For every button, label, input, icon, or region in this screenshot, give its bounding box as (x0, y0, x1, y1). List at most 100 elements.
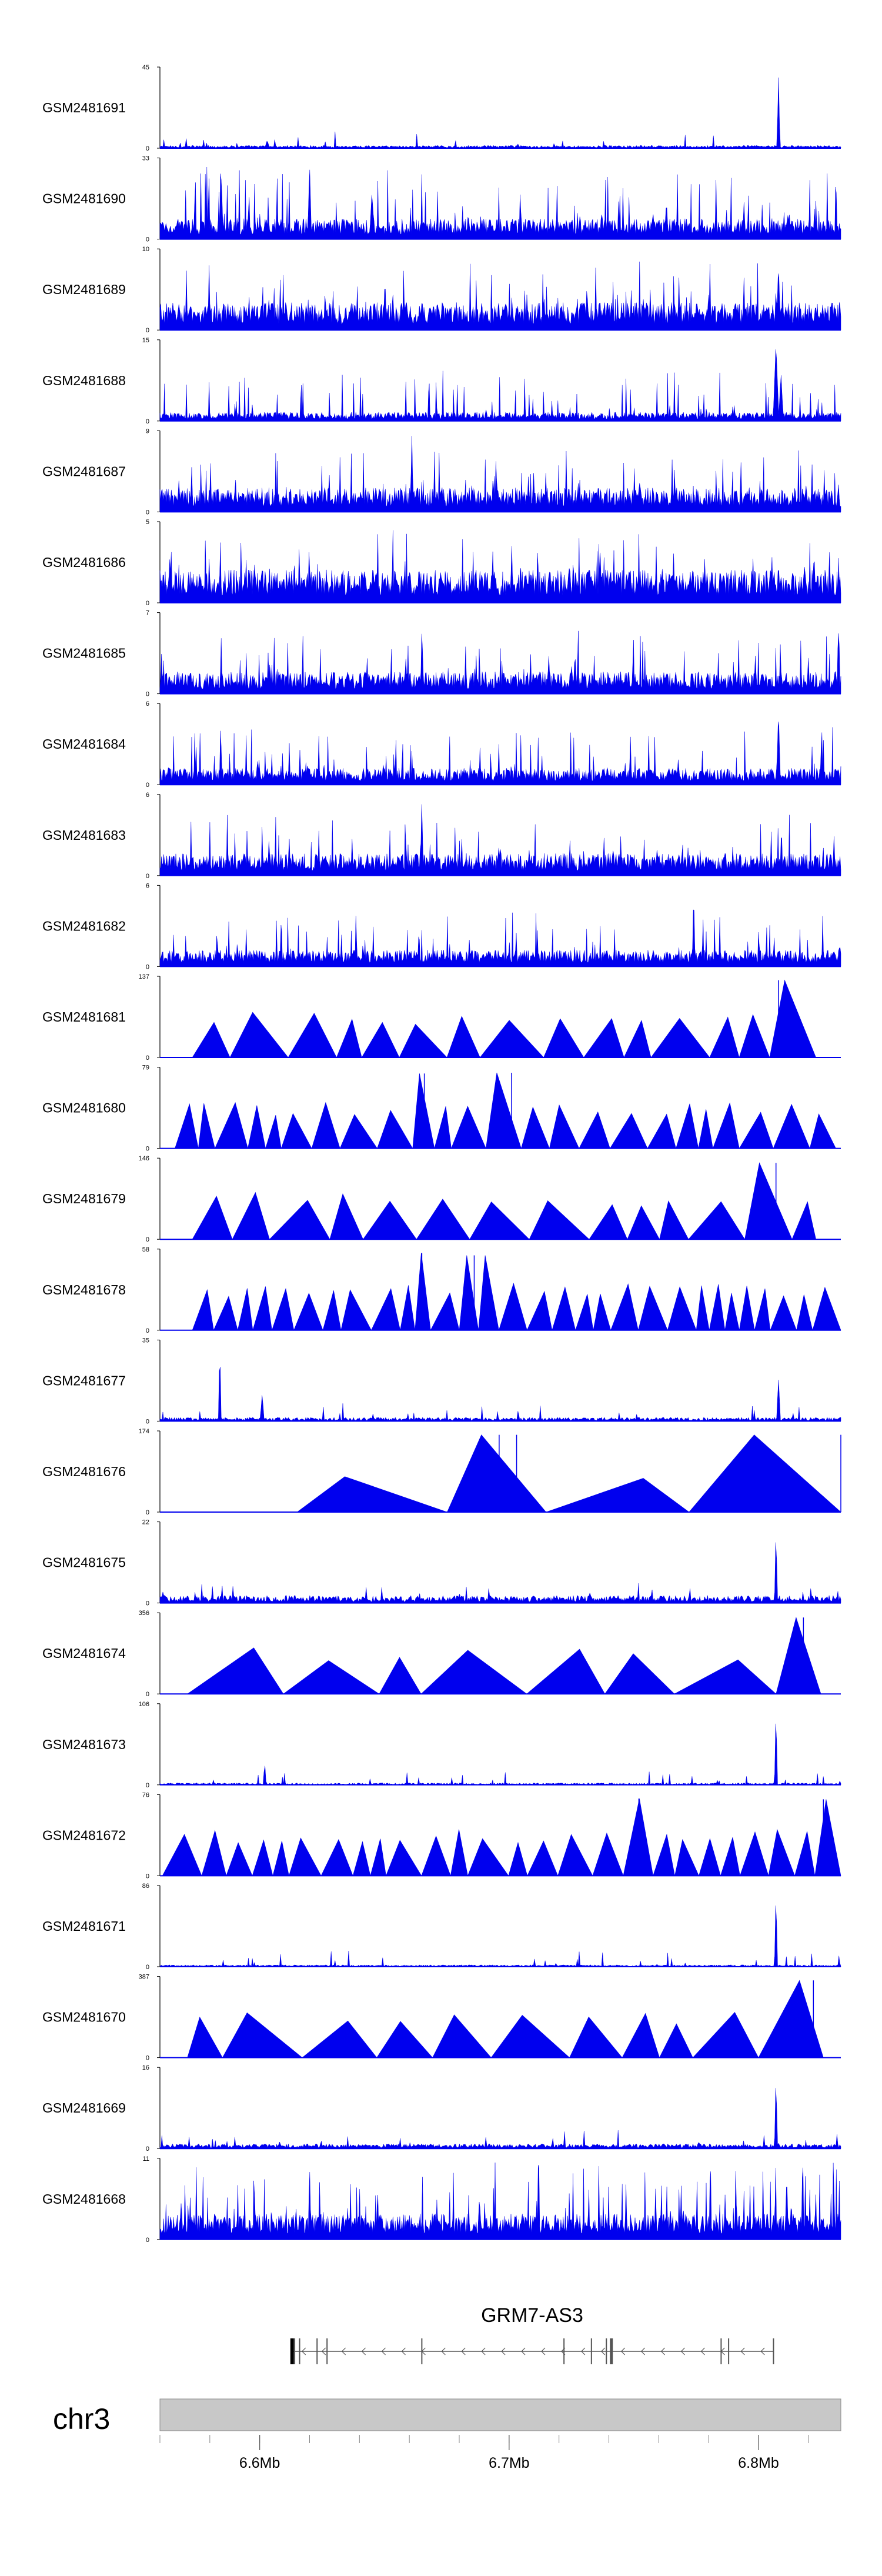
track-label: GSM2481676 (42, 1464, 126, 1479)
signal-area (192, 979, 817, 1059)
strand-arrow (541, 2347, 546, 2355)
strand-arrow (321, 2347, 326, 2355)
y-max-label: 35 (142, 1337, 149, 1344)
y-max-label: 7 (146, 610, 149, 617)
signal-area (159, 1723, 841, 1786)
x-tick-label: 6.7Mb (489, 2455, 529, 2471)
track-label: GSM2481684 (42, 736, 126, 752)
y-max-label: 22 (142, 1519, 149, 1526)
x-tick-label: 6.8Mb (738, 2455, 779, 2471)
signal-area (159, 1906, 841, 1967)
track-label: GSM2481671 (42, 1918, 126, 1934)
y-max-label: 10 (142, 246, 149, 253)
signal-area (159, 1367, 841, 1422)
track-GSM2481674: GSM2481674 356 0 (42, 1610, 841, 1698)
signal-area (159, 349, 841, 422)
y-max-label: 86 (142, 1883, 149, 1890)
signal-area (159, 804, 841, 876)
chromosome-ideogram (159, 2398, 841, 2431)
track-GSM2481681: GSM2481681 137 0 (42, 973, 841, 1062)
track-label: GSM2481680 (42, 1100, 126, 1116)
signal-area (175, 1072, 836, 1149)
y-min-label: 0 (146, 691, 149, 698)
track-GSM2481678: GSM2481678 58 0 (42, 1246, 841, 1334)
signal-area (296, 1434, 841, 1513)
y-max-label: 137 (139, 973, 149, 980)
y-min-label: 0 (146, 963, 149, 970)
y-min-label: 0 (146, 1691, 149, 1698)
signal-area (159, 530, 841, 603)
y-max-label: 76 (142, 1791, 149, 1798)
y-max-label: 174 (139, 1428, 149, 1435)
track-GSM2481673: GSM2481673 106 0 (42, 1701, 841, 1789)
track-GSM2481690: GSM2481690 33 0 (42, 155, 841, 243)
strand-arrow (581, 2347, 586, 2355)
track-GSM2481679: GSM2481679 146 0 (42, 1155, 841, 1243)
y-axis: 45 0 (142, 64, 161, 152)
track-GSM2481676: GSM2481676 174 0 (42, 1428, 841, 1516)
strand-arrow (640, 2347, 646, 2355)
y-min-label: 0 (146, 782, 149, 789)
y-min-label: 0 (146, 1509, 149, 1516)
y-max-label: 6 (146, 792, 149, 799)
y-min-label: 0 (146, 1964, 149, 1971)
strand-arrow (760, 2347, 765, 2355)
track-label: GSM2481681 (42, 1009, 126, 1025)
track-label: GSM2481689 (42, 282, 126, 297)
y-min-label: 0 (146, 327, 149, 334)
strand-arrow (680, 2347, 685, 2355)
track-label: GSM2481685 (42, 646, 126, 661)
y-min-label: 0 (146, 145, 149, 152)
track-label: GSM2481683 (42, 827, 126, 843)
track-GSM2481671: GSM2481671 86 0 (42, 1883, 841, 1971)
gene-exon (290, 2338, 294, 2364)
y-axis: 11 0 (143, 2155, 161, 2244)
strand-arrow (381, 2347, 386, 2355)
y-max-label: 16 (142, 2064, 149, 2071)
track-GSM2481680: GSM2481680 79 0 (42, 1065, 841, 1153)
chromosome-label: chr3 (53, 2403, 110, 2435)
y-axis: 58 0 (142, 1246, 161, 1334)
gene-name-label: GRM7-AS3 (481, 2304, 583, 2327)
y-axis: 33 0 (142, 155, 161, 243)
gene-exon (316, 2338, 318, 2364)
track-label: GSM2481688 (42, 373, 126, 388)
track-GSM2481691: GSM2481691 45 0 (42, 64, 841, 152)
y-max-label: 356 (139, 1610, 149, 1617)
y-axis: 70 (146, 610, 161, 698)
signal-area (159, 77, 841, 149)
strand-arrow (481, 2347, 486, 2355)
gene-exon (720, 2338, 722, 2364)
track-label: GSM2481673 (42, 1737, 126, 1752)
track-label: GSM2481668 (42, 2191, 126, 2207)
y-min-label: 0 (146, 1600, 149, 1607)
signal-area (159, 909, 841, 967)
track-label: GSM2481690 (42, 191, 126, 206)
y-axis: 90 (146, 428, 161, 516)
y-axis: 79 0 (142, 1065, 161, 1153)
y-max-label: 45 (142, 64, 149, 71)
y-min-label: 0 (146, 1418, 149, 1425)
y-max-label: 6 (146, 882, 149, 889)
track-GSM2481688: GSM2481688 15 0 (42, 337, 841, 425)
y-max-label: 9 (146, 428, 149, 435)
y-axis: 15 0 (142, 337, 161, 425)
y-max-label: 33 (142, 155, 149, 162)
gene-exon (326, 2338, 328, 2364)
y-min-label: 0 (146, 236, 149, 243)
track-label: GSM2481669 (42, 2100, 126, 2115)
y-max-label: 11 (143, 2155, 149, 2163)
gene-exon (299, 2338, 300, 2364)
y-axis: 106 0 (139, 1701, 161, 1789)
signal-area (192, 1162, 816, 1240)
signal-area (192, 1253, 841, 1331)
strand-arrow (301, 2347, 306, 2355)
y-max-label: 387 (139, 1974, 149, 1981)
signal-area (159, 630, 841, 694)
signal-area (159, 1542, 841, 1603)
y-min-label: 0 (146, 418, 149, 425)
signal-area (162, 1798, 841, 1877)
